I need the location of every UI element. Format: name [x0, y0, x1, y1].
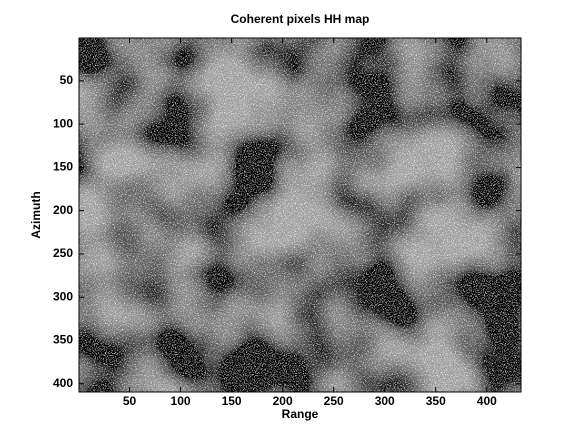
x-tick-label: 100 — [171, 394, 191, 408]
x-tick-label: 200 — [273, 394, 293, 408]
y-tick-label: 50 — [60, 73, 74, 87]
y-tick-label: 350 — [53, 333, 73, 347]
image-texture — [79, 38, 521, 392]
y-tick-label: 100 — [53, 116, 73, 130]
chart-title: Coherent pixels HH map — [231, 12, 370, 26]
x-tick-label: 150 — [222, 394, 242, 408]
y-tick-label: 400 — [53, 376, 73, 390]
axes-box — [78, 37, 522, 393]
y-tick-label: 300 — [53, 289, 73, 303]
y-tick-label: 200 — [53, 203, 73, 217]
x-tick-label: 350 — [426, 394, 446, 408]
y-axis-label: Azimuth — [29, 191, 43, 238]
x-tick-label: 250 — [324, 394, 344, 408]
y-tick-label: 150 — [53, 160, 73, 174]
y-tick-label: 250 — [53, 246, 73, 260]
x-axis-label: Range — [282, 407, 319, 421]
x-tick-label: 400 — [477, 394, 497, 408]
x-tick-label: 50 — [123, 394, 137, 408]
x-tick-label: 300 — [375, 394, 395, 408]
